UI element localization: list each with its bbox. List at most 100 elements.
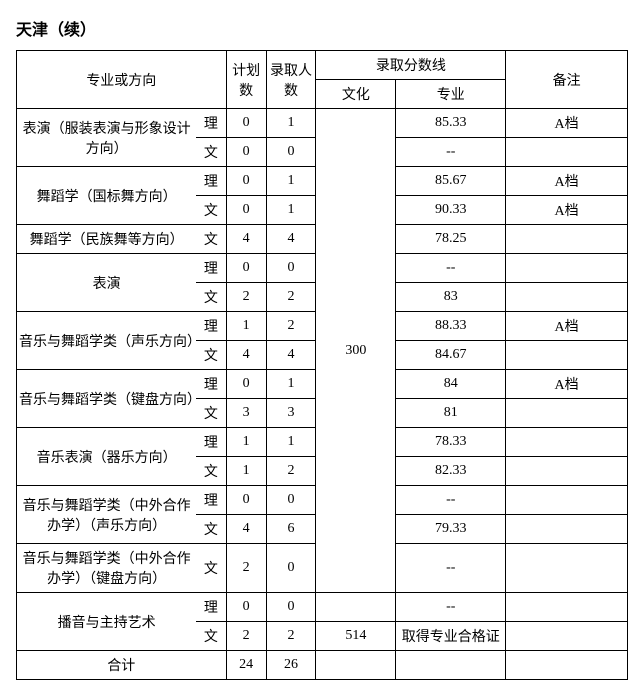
hdr-plan: 计划数 [226, 51, 266, 109]
cell-type: 理 [196, 428, 226, 457]
cell-type: 文 [196, 138, 226, 167]
cell-note [506, 622, 628, 651]
cell-plan: 4 [226, 341, 266, 370]
cell-plan: 1 [226, 428, 266, 457]
cell-plan: 2 [226, 622, 266, 651]
cell-specialty: 78.33 [396, 428, 506, 457]
cell-specialty: 84 [396, 370, 506, 399]
cell-plan: 4 [226, 225, 266, 254]
cell-enroll: 4 [266, 341, 316, 370]
cell-enroll: 6 [266, 515, 316, 544]
cell-specialty: 79.33 [396, 515, 506, 544]
table-row: 表演（服装表演与形象设计方向）理0130085.33A档 [17, 109, 628, 138]
cell-plan: 0 [226, 254, 266, 283]
hdr-note: 备注 [506, 51, 628, 109]
cell-type: 文 [196, 225, 226, 254]
cell-specialty: 78.25 [396, 225, 506, 254]
cell-major: 表演 [17, 254, 197, 312]
hdr-scoreline: 录取分数线 [316, 51, 506, 80]
cell-enroll: 2 [266, 622, 316, 651]
table-header: 专业或方向 计划数 录取人数 录取分数线 备注 文化 专业 [17, 51, 628, 109]
cell-plan: 0 [226, 196, 266, 225]
cell-note [506, 544, 628, 593]
cell-total-note [506, 651, 628, 680]
cell-note [506, 457, 628, 486]
cell-major: 音乐与舞蹈学类（键盘方向） [17, 370, 197, 428]
cell-enroll: 0 [266, 544, 316, 593]
cell-type: 文 [196, 196, 226, 225]
cell-note [506, 515, 628, 544]
cell-major: 舞蹈学（国标舞方向） [17, 167, 197, 225]
table-row: 播音与主持艺术理00-- [17, 593, 628, 622]
cell-specialty: 82.33 [396, 457, 506, 486]
cell-plan: 0 [226, 167, 266, 196]
cell-plan: 4 [226, 515, 266, 544]
cell-total-plan: 24 [226, 651, 266, 680]
cell-total-label: 合计 [17, 651, 227, 680]
cell-major: 音乐与舞蹈学类（中外合作办学）（键盘方向） [17, 544, 197, 593]
cell-enroll: 0 [266, 593, 316, 622]
page-title: 天津（续） [16, 16, 628, 40]
cell-total-specialty [396, 651, 506, 680]
hdr-specialty: 专业 [396, 80, 506, 109]
cell-type: 文 [196, 457, 226, 486]
cell-note: A档 [506, 196, 628, 225]
cell-enroll: 1 [266, 370, 316, 399]
cell-type: 理 [196, 593, 226, 622]
cell-major: 舞蹈学（民族舞等方向） [17, 225, 197, 254]
cell-plan: 2 [226, 544, 266, 593]
cell-note [506, 593, 628, 622]
cell-enroll: 2 [266, 457, 316, 486]
cell-plan: 3 [226, 399, 266, 428]
cell-major: 音乐表演（器乐方向） [17, 428, 197, 486]
cell-enroll: 1 [266, 196, 316, 225]
cell-culture: 514 [316, 622, 396, 651]
cell-plan: 1 [226, 457, 266, 486]
cell-type: 理 [196, 486, 226, 515]
cell-note: A档 [506, 167, 628, 196]
hdr-culture: 文化 [316, 80, 396, 109]
cell-specialty: 83 [396, 283, 506, 312]
admission-table: 专业或方向 计划数 录取人数 录取分数线 备注 文化 专业 表演（服装表演与形象… [16, 50, 628, 680]
cell-plan: 2 [226, 283, 266, 312]
cell-type: 文 [196, 544, 226, 593]
cell-plan: 0 [226, 593, 266, 622]
table-body: 表演（服装表演与形象设计方向）理0130085.33A档文00--舞蹈学（国标舞… [17, 109, 628, 680]
cell-enroll: 1 [266, 109, 316, 138]
hdr-major: 专业或方向 [17, 51, 227, 109]
cell-type: 理 [196, 167, 226, 196]
cell-enroll: 1 [266, 428, 316, 457]
cell-type: 文 [196, 283, 226, 312]
cell-note [506, 283, 628, 312]
cell-enroll: 3 [266, 399, 316, 428]
cell-enroll: 0 [266, 254, 316, 283]
cell-total-culture [316, 651, 396, 680]
cell-specialty: 88.33 [396, 312, 506, 341]
cell-type: 理 [196, 109, 226, 138]
cell-note [506, 254, 628, 283]
cell-specialty: -- [396, 593, 506, 622]
cell-enroll: 2 [266, 283, 316, 312]
cell-enroll: 0 [266, 138, 316, 167]
cell-note [506, 486, 628, 515]
cell-note [506, 341, 628, 370]
cell-plan: 0 [226, 109, 266, 138]
cell-note: A档 [506, 370, 628, 399]
cell-type: 文 [196, 622, 226, 651]
table-row-total: 合计2426 [17, 651, 628, 680]
cell-note [506, 399, 628, 428]
cell-type: 理 [196, 254, 226, 283]
cell-major: 播音与主持艺术 [17, 593, 197, 651]
cell-major: 音乐与舞蹈学类（声乐方向） [17, 312, 197, 370]
cell-note: A档 [506, 109, 628, 138]
cell-specialty: -- [396, 254, 506, 283]
cell-plan: 1 [226, 312, 266, 341]
cell-specialty: 取得专业合格证 [396, 622, 506, 651]
cell-specialty: -- [396, 544, 506, 593]
cell-total-enroll: 26 [266, 651, 316, 680]
cell-specialty: -- [396, 138, 506, 167]
cell-enroll: 0 [266, 486, 316, 515]
cell-note [506, 428, 628, 457]
cell-specialty: 85.33 [396, 109, 506, 138]
cell-plan: 0 [226, 486, 266, 515]
